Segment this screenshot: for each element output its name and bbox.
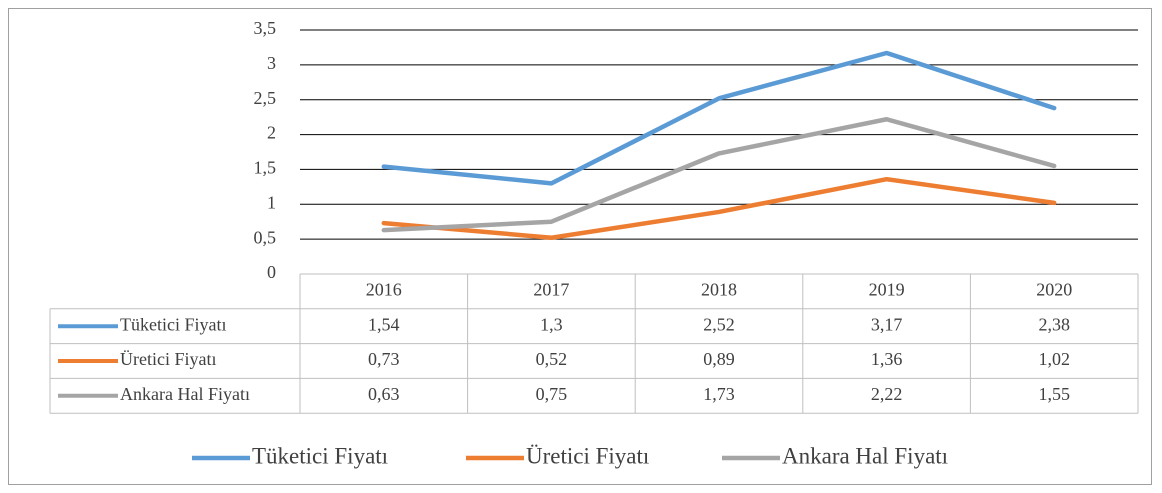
y-tick-label: 3 [267,53,276,73]
table-value: 0,75 [536,384,568,404]
table-value: 1,3 [540,314,563,334]
y-tick-label: 1 [267,192,276,212]
x-tick-label: 2018 [701,280,737,300]
table-value: 1,36 [871,349,903,369]
table-value: 1,73 [703,384,735,404]
table-value: 0,73 [368,349,400,369]
table-value: 0,52 [536,349,568,369]
table-value: 2,38 [1038,314,1070,334]
x-tick-label: 2017 [533,280,569,300]
x-tick-label: 2020 [1036,280,1072,300]
table-value: 0,63 [368,384,400,404]
y-tick-label: 3,5 [254,18,277,38]
table-value: 0,89 [703,349,735,369]
table-value: 1,55 [1038,384,1070,404]
table-value: 1,02 [1038,349,1070,369]
table-series-label: Tüketici Fiyatı [120,314,226,334]
y-tick-label: 0,5 [254,227,277,247]
table-series-label: Ankara Hal Fiyatı [120,384,250,404]
chart-border [8,8,1152,485]
legend-label: Üretici Fiyatı [526,443,649,468]
series-line [381,176,1057,240]
y-tick-label: 1,5 [254,158,277,178]
y-tick-label: 2,5 [254,88,277,108]
y-tick-label: 2 [267,123,276,143]
y-tick-label: 0 [267,262,276,282]
table-value: 3,17 [871,314,903,334]
x-tick-label: 2016 [366,280,402,300]
legend-label: Tüketici Fiyatı [252,443,388,468]
legend-label: Ankara Hal Fiyatı [782,443,948,468]
table-value: 1,54 [368,314,400,334]
x-tick-label: 2019 [869,280,905,300]
table-value: 2,52 [703,314,735,334]
table-series-label: Üretici Fiyatı [120,349,216,369]
series-line [381,116,1057,233]
series-line [381,50,1057,186]
table-value: 2,22 [871,384,903,404]
